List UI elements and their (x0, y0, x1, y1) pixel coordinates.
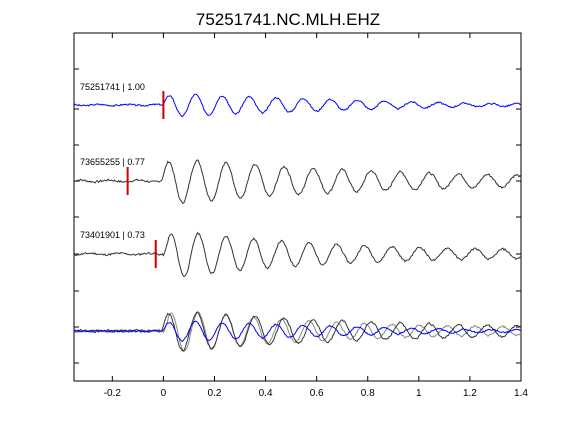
x-axis: -0.2 0 0.2 0.4 0.6 0.8 1 1.2 1.4 (104, 33, 528, 399)
overlay-group (73, 310, 522, 352)
trace-3: 73401901 | 0.73 (73, 230, 522, 277)
x-tick-label: 0 (161, 388, 167, 399)
overlay-line (73, 320, 522, 342)
y-axis-ticks (74, 32, 521, 382)
trace-line (73, 93, 522, 117)
chart-title: 75251741.NC.MLH.EHZ (196, 10, 380, 29)
x-tick-label: 0.2 (208, 388, 222, 399)
x-tick-label: -0.2 (104, 388, 122, 399)
x-tick-label: 1 (416, 388, 422, 399)
x-tick-label: 1.2 (463, 388, 477, 399)
x-tick-label: 0.8 (361, 388, 375, 399)
x-tick-label: 0.4 (259, 388, 273, 399)
trace-label: 75251741 | 1.00 (80, 82, 145, 92)
trace-line (73, 231, 522, 277)
trace-1: 75251741 | 1.00 (73, 82, 522, 119)
x-tick-label: 0.6 (310, 388, 324, 399)
plot-frame (73, 32, 522, 382)
trace-2: 73655255 | 0.77 (73, 157, 522, 204)
x-tick-label: 1.4 (514, 388, 528, 399)
overlay-line (73, 310, 522, 352)
trace-label: 73655255 | 0.77 (80, 157, 145, 167)
trace-line (73, 159, 522, 204)
trace-group: 75251741 | 1.00 73655255 | 0.77 73401901 |… (73, 82, 522, 277)
overlay-line (73, 311, 522, 352)
trace-label: 73401901 | 0.73 (80, 230, 145, 240)
